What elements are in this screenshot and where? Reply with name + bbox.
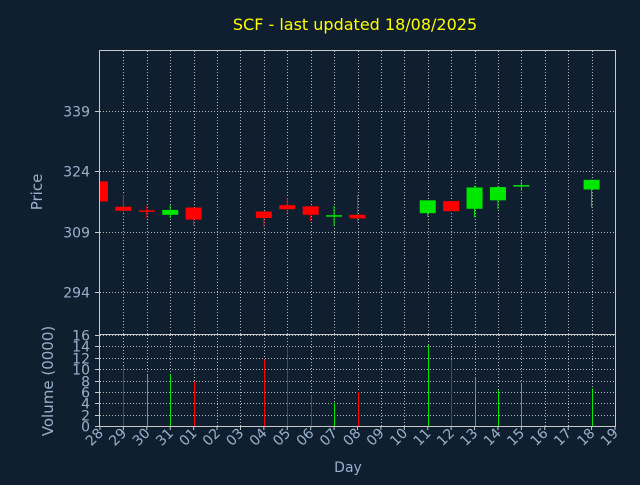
day-tick-label: 01 xyxy=(177,426,201,450)
candle-body xyxy=(162,209,179,215)
volume-tick-label: 8 xyxy=(81,375,90,391)
candle-body xyxy=(302,206,319,215)
price-tick-label: 294 xyxy=(63,286,90,302)
day-tick-label: 13 xyxy=(457,426,481,450)
candle xyxy=(489,186,506,210)
day-tick-label: 12 xyxy=(434,426,458,450)
volume-tick-label: 2 xyxy=(81,409,90,425)
candle-body xyxy=(583,179,600,190)
volume-series xyxy=(123,345,593,426)
price-tick-label: 324 xyxy=(63,165,90,181)
price-tick-label: 339 xyxy=(63,105,90,121)
candle xyxy=(419,200,436,217)
price-gridlines xyxy=(100,51,615,334)
day-axis-label: Day xyxy=(334,460,362,476)
candle xyxy=(138,205,155,218)
candle-body xyxy=(279,205,296,210)
day-tick-label: 06 xyxy=(294,425,318,449)
candle xyxy=(255,211,272,227)
price-axis-label: Price xyxy=(28,174,46,211)
day-tick-label: 07 xyxy=(317,426,341,450)
candle-body xyxy=(513,185,530,187)
candle xyxy=(185,207,202,227)
day-tick-label: 03 xyxy=(223,426,247,450)
day-tick-label: 30 xyxy=(130,426,154,450)
volume-gridlines xyxy=(100,335,615,427)
day-tick-label: 29 xyxy=(106,426,130,450)
candle-body xyxy=(115,206,132,211)
candle xyxy=(466,185,483,218)
volume-tick-label: 12 xyxy=(72,352,90,368)
candle-body xyxy=(138,210,155,212)
volume-tick-label: 4 xyxy=(81,397,90,413)
day-tick-label: 17 xyxy=(551,426,575,450)
chart-title: SCF - last updated 18/08/2025 xyxy=(233,15,477,34)
day-tick-label: 02 xyxy=(200,426,224,450)
candlestick-series xyxy=(99,179,600,227)
candle xyxy=(99,181,108,202)
day-tick-label: 15 xyxy=(504,426,528,450)
candle xyxy=(115,194,132,213)
day-tick-label: 05 xyxy=(270,426,294,450)
candle xyxy=(302,205,319,222)
volume-tick-label: 14 xyxy=(72,340,90,356)
candle xyxy=(162,205,179,218)
volume-tick-label: 16 xyxy=(72,329,90,345)
day-tick-label: 18 xyxy=(574,426,598,450)
candle xyxy=(279,198,296,213)
candle xyxy=(326,205,343,227)
price-panel-frame xyxy=(99,50,616,335)
day-tick-label: 14 xyxy=(481,425,505,449)
candle-body xyxy=(100,181,108,202)
candle-body xyxy=(326,215,343,217)
day-tick-label: 08 xyxy=(340,426,364,450)
candle-body xyxy=(255,211,272,218)
day-tick-label: 11 xyxy=(411,426,435,450)
candle xyxy=(349,194,366,223)
candle-body xyxy=(489,187,506,201)
day-tick-label: 10 xyxy=(387,426,411,450)
volume-panel-frame xyxy=(99,334,616,427)
candle-body xyxy=(185,207,202,220)
day-tick-label: 31 xyxy=(153,426,177,450)
volume-tick-label: 6 xyxy=(81,386,90,402)
candle xyxy=(583,179,600,208)
day-tick-label: 09 xyxy=(364,426,388,450)
volume-tick-label: 0 xyxy=(81,420,90,436)
day-tick-label: 19 xyxy=(598,426,622,450)
volume-tick-label: 10 xyxy=(72,363,90,379)
candle xyxy=(443,200,460,212)
volume-axis-label: Volume (0000) xyxy=(39,326,57,436)
candle-body xyxy=(419,200,436,214)
day-tick-label: 16 xyxy=(528,425,552,449)
price-tick-label: 309 xyxy=(63,226,90,242)
day-tick-labels: 28 29 30 31 01 02 03 04 05 06 07 08 09 10 11 12 13 14 15 16… xyxy=(83,425,622,449)
day-tick-label: 04 xyxy=(247,425,271,449)
price-tick-labels: 294 309 324 339 xyxy=(63,105,100,302)
candle-body xyxy=(349,214,366,219)
candle-body xyxy=(443,201,460,212)
candle xyxy=(513,181,530,191)
candle-body xyxy=(466,187,483,209)
